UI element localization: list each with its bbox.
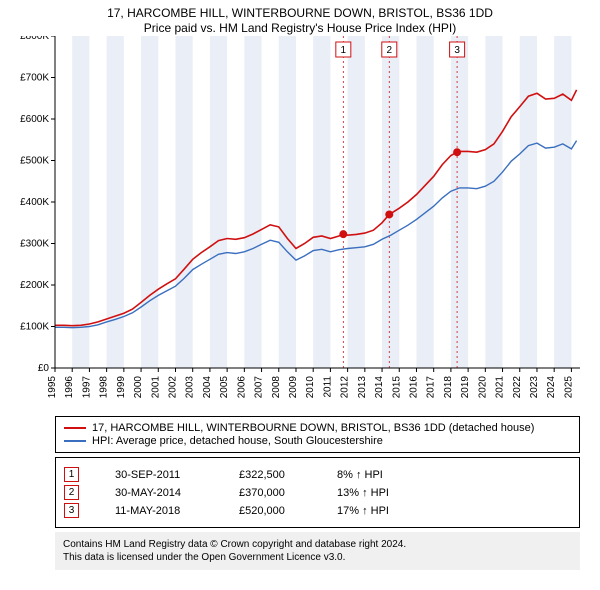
svg-text:1: 1 [341,45,347,56]
svg-text:2002: 2002 [167,376,178,399]
svg-text:1995: 1995 [47,376,58,399]
svg-text:2013: 2013 [357,376,368,399]
annotation-pct-1: 8% ↑ HPI [337,469,383,481]
svg-text:2004: 2004 [202,376,213,399]
annotation-price-1: £322,500 [239,469,301,481]
svg-text:2016: 2016 [408,376,419,399]
footer-line-2: This data is licensed under the Open Gov… [63,551,572,564]
svg-text:2001: 2001 [150,376,161,399]
svg-text:£600K: £600K [20,114,49,125]
legend: 17, HARCOMBE HILL, WINTERBOURNE DOWN, BR… [55,416,580,453]
svg-text:2012: 2012 [340,376,351,399]
svg-text:2021: 2021 [495,376,506,399]
svg-text:£800K: £800K [20,36,49,42]
svg-text:2023: 2023 [529,376,540,399]
svg-text:£700K: £700K [20,73,49,84]
annotation-marker-1: 1 [64,467,79,482]
svg-text:2008: 2008 [271,376,282,399]
svg-text:2015: 2015 [391,376,402,399]
legend-item-hpi: HPI: Average price, detached house, Sout… [64,435,571,447]
annotation-pct-3: 17% ↑ HPI [337,505,389,517]
svg-text:2003: 2003 [185,376,196,399]
annotation-pct-2: 13% ↑ HPI [337,487,389,499]
annotation-price-2: £370,000 [239,487,301,499]
svg-text:£0: £0 [38,363,50,374]
svg-text:£300K: £300K [20,239,49,250]
annotation-date-3: 11-MAY-2018 [115,505,203,517]
annotation-marker-3: 3 [64,503,79,518]
svg-text:1998: 1998 [99,376,110,399]
annotation-date-2: 30-MAY-2014 [115,487,203,499]
svg-text:2000: 2000 [133,376,144,399]
annotation-row-3: 3 11-MAY-2018 £520,000 17% ↑ HPI [64,503,571,518]
svg-text:£400K: £400K [20,197,49,208]
svg-text:£100K: £100K [20,322,49,333]
annotation-marker-2: 2 [64,485,79,500]
plot-container: £0 £100K £200K £300K £400K £500K £600K £700K £80… [0,36,600,412]
svg-text:2022: 2022 [512,376,523,399]
svg-text:2005: 2005 [219,376,230,399]
attribution-footer: Contains HM Land Registry data © Crown c… [55,532,580,570]
svg-text:£500K: £500K [20,156,49,167]
annotation-row-1: 1 30-SEP-2011 £322,500 8% ↑ HPI [64,467,571,482]
svg-text:2006: 2006 [236,376,247,399]
transaction-annotations: 1 30-SEP-2011 £322,500 8% ↑ HPI 2 30-MAY… [55,457,580,528]
svg-text:2025: 2025 [563,376,574,399]
line-chart-svg: £0 £100K £200K £300K £400K £500K £600K £700K £80… [0,36,600,412]
annotation-date-1: 30-SEP-2011 [115,469,203,481]
chart-title-line1: 17, HARCOMBE HILL, WINTERBOURNE DOWN, BR… [0,6,600,21]
annotation-price-3: £520,000 [239,505,301,517]
svg-text:2014: 2014 [374,376,385,399]
svg-text:£200K: £200K [20,280,49,291]
chart-title: 17, HARCOMBE HILL, WINTERBOURNE DOWN, BR… [0,0,600,36]
svg-text:2019: 2019 [460,376,471,399]
svg-text:2017: 2017 [426,376,437,399]
svg-text:1996: 1996 [64,376,75,399]
legend-swatch-hpi [64,440,86,442]
annotation-row-2: 2 30-MAY-2014 £370,000 13% ↑ HPI [64,485,571,500]
svg-text:2007: 2007 [254,376,265,399]
legend-label-property: 17, HARCOMBE HILL, WINTERBOURNE DOWN, BR… [92,422,534,434]
svg-text:1997: 1997 [81,376,92,399]
footer-line-1: Contains HM Land Registry data © Crown c… [63,538,572,551]
svg-text:2011: 2011 [322,376,333,398]
chart-title-line2: Price paid vs. HM Land Registry's House … [0,21,600,36]
legend-swatch-property [64,427,86,429]
svg-text:2020: 2020 [477,376,488,399]
svg-text:2018: 2018 [443,376,454,399]
legend-item-property: 17, HARCOMBE HILL, WINTERBOURNE DOWN, BR… [64,422,571,434]
svg-text:1999: 1999 [116,376,127,399]
svg-text:2024: 2024 [546,376,557,399]
svg-text:3: 3 [454,45,460,56]
house-price-chart: { "title": { "line1": "17, HARCOMBE HILL… [0,0,600,590]
svg-text:2009: 2009 [288,376,299,399]
svg-text:2: 2 [386,45,392,56]
legend-label-hpi: HPI: Average price, detached house, Sout… [92,435,383,447]
svg-text:2010: 2010 [305,376,316,399]
